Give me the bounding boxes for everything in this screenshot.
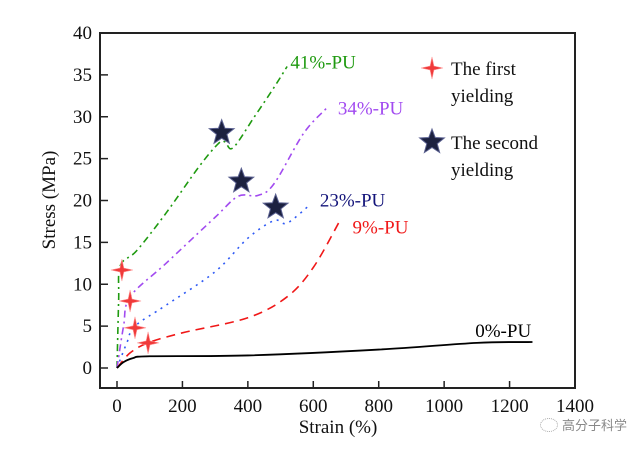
first-yielding-marker xyxy=(137,331,160,354)
first-yielding-marker xyxy=(123,316,147,339)
wechat-logo-icon xyxy=(540,417,558,432)
second-yielding-marker xyxy=(207,118,236,145)
x-tick-label: 400 xyxy=(234,396,263,417)
legend-label-second-line2: yielding xyxy=(451,160,514,181)
y-tick-label: 0 xyxy=(83,358,93,379)
y-tick-label: 10 xyxy=(73,274,92,295)
x-tick-label: 1400 xyxy=(556,396,594,417)
second-yielding-marker xyxy=(227,166,256,193)
x-tick-label: 0 xyxy=(112,396,122,417)
first-yielding-marker xyxy=(110,258,133,282)
series-line-23pct-pu xyxy=(116,204,311,369)
series-line-0pct-pu xyxy=(116,341,533,369)
series-line-9pct-pu xyxy=(116,221,341,369)
x-tick-label: 800 xyxy=(364,396,393,417)
x-tick-label: 600 xyxy=(299,396,328,417)
legend-label-second-line1: The second xyxy=(451,133,539,154)
y-tick-label: 25 xyxy=(73,149,92,170)
x-tick-label: 1200 xyxy=(491,396,529,417)
legend-label-first-line2: yielding xyxy=(451,86,514,107)
watermark-text: 高分子科学 xyxy=(562,419,628,434)
x-tick-label: 200 xyxy=(168,396,197,417)
first-yielding-marker xyxy=(119,289,142,313)
series-layer xyxy=(116,66,533,369)
series-label: 41%-PU xyxy=(290,52,356,73)
x-axis-title: Strain (%) xyxy=(299,417,378,438)
watermark: 高分子科学 xyxy=(540,415,627,434)
legend: The first yielding The second yielding xyxy=(418,56,539,181)
y-tick-label: 20 xyxy=(73,191,92,212)
series-label: 9%-PU xyxy=(353,217,409,238)
y-tick-label: 35 xyxy=(73,65,92,86)
y-axis-title: Stress (MPa) xyxy=(39,151,60,250)
y-tick-label: 15 xyxy=(73,232,92,253)
x-tick-label: 1000 xyxy=(425,396,463,417)
legend-label-first-line1: The first xyxy=(451,59,517,80)
axes: 0 200 400 600 800 1000 1200 1400 0 5 10 15 20 25 30 35 4… xyxy=(73,23,594,417)
series-label: 23%-PU xyxy=(320,191,386,212)
plot-border xyxy=(99,32,576,389)
legend-star-icon xyxy=(418,127,446,154)
legend-cross-icon xyxy=(420,56,444,80)
second-yielding-marker xyxy=(261,192,290,219)
series-label: 34%-PU xyxy=(338,98,404,119)
y-tick-label: 5 xyxy=(83,316,93,337)
series-label: 0%-PU xyxy=(475,321,531,342)
series-line-41pct-pu xyxy=(116,66,288,369)
series-line-34pct-pu xyxy=(116,107,327,369)
series-label-layer: 41%-PU 34%-PU 23%-PU 9%-PU 0%-PU xyxy=(290,52,531,342)
y-tick-label: 30 xyxy=(73,107,92,128)
y-tick-label: 40 xyxy=(73,23,92,44)
marker-layer xyxy=(110,118,290,354)
plot-frame xyxy=(99,32,576,389)
